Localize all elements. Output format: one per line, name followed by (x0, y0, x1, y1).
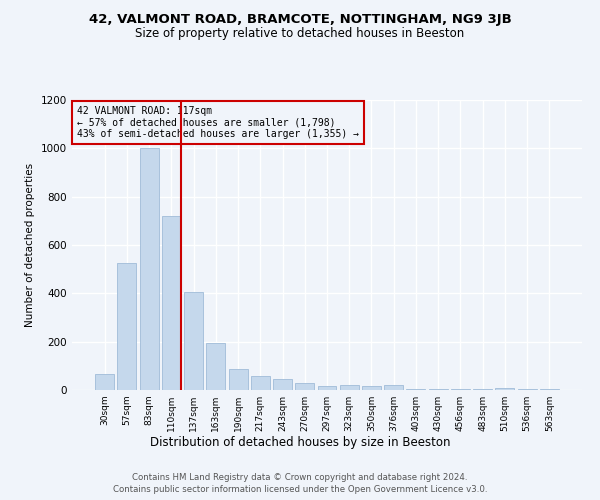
Bar (384, 385, 403, 390)
Bar (540, 389, 559, 390)
Bar (451, 389, 470, 390)
Bar (118, 263, 136, 390)
Bar (362, 386, 381, 390)
Bar (496, 388, 514, 390)
Bar (295, 383, 314, 390)
Bar (429, 389, 448, 390)
Bar (95, 374, 114, 390)
Bar (140, 148, 158, 390)
Text: Size of property relative to detached houses in Beeston: Size of property relative to detached ho… (136, 28, 464, 40)
Bar (473, 389, 492, 390)
Bar (206, 343, 225, 390)
Bar (229, 370, 248, 390)
Text: Contains HM Land Registry data © Crown copyright and database right 2024.: Contains HM Land Registry data © Crown c… (132, 472, 468, 482)
Y-axis label: Number of detached properties: Number of detached properties (25, 163, 35, 327)
Bar (317, 386, 337, 390)
Bar (518, 389, 536, 390)
Bar (273, 379, 292, 390)
Bar (406, 389, 425, 390)
Bar (184, 292, 203, 390)
Text: 42 VALMONT ROAD: 117sqm
← 57% of detached houses are smaller (1,798)
43% of semi: 42 VALMONT ROAD: 117sqm ← 57% of detache… (77, 106, 359, 139)
Text: 42, VALMONT ROAD, BRAMCOTE, NOTTINGHAM, NG9 3JB: 42, VALMONT ROAD, BRAMCOTE, NOTTINGHAM, … (89, 12, 511, 26)
Text: Contains public sector information licensed under the Open Government Licence v3: Contains public sector information licen… (113, 485, 487, 494)
Bar (251, 376, 270, 390)
Text: Distribution of detached houses by size in Beeston: Distribution of detached houses by size … (150, 436, 450, 449)
Bar (162, 216, 181, 390)
Bar (340, 385, 359, 390)
